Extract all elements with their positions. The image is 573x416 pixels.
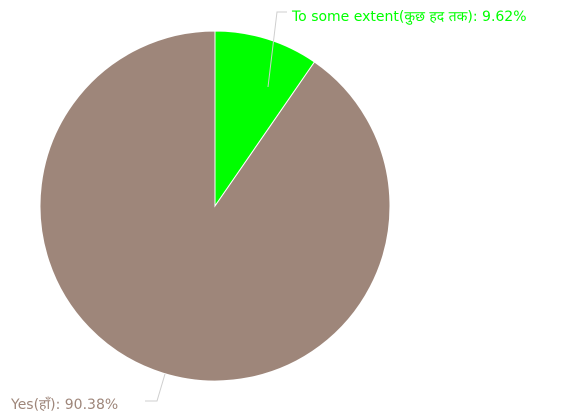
slice-label-value-0: 9.62% xyxy=(482,9,526,25)
slice-label-1: Yes(हाँ): 90.38% xyxy=(10,396,118,413)
slice-label-separator-1: : xyxy=(56,397,65,413)
leader-lines xyxy=(145,11,287,402)
pie-slices xyxy=(39,30,391,382)
slice-label-value-1: 90.38% xyxy=(65,397,118,413)
slice-label-0: To some extent(कुछ हद तक): 9.62% xyxy=(291,9,527,25)
pie-slice-0 xyxy=(214,30,316,208)
slice-labels: To some extent(कुछ हद तक): 9.62% Yes(हाँ)… xyxy=(10,9,527,413)
slice-label-name-0: To some extent(कुछ हद तक) xyxy=(291,9,473,25)
slice-label-name-1: Yes(हाँ) xyxy=(10,396,56,413)
slice-label-separator-0: : xyxy=(473,9,482,25)
leader-line-1 xyxy=(145,373,166,402)
pie-slice-1 xyxy=(39,30,391,382)
leader-line-0 xyxy=(267,11,287,88)
